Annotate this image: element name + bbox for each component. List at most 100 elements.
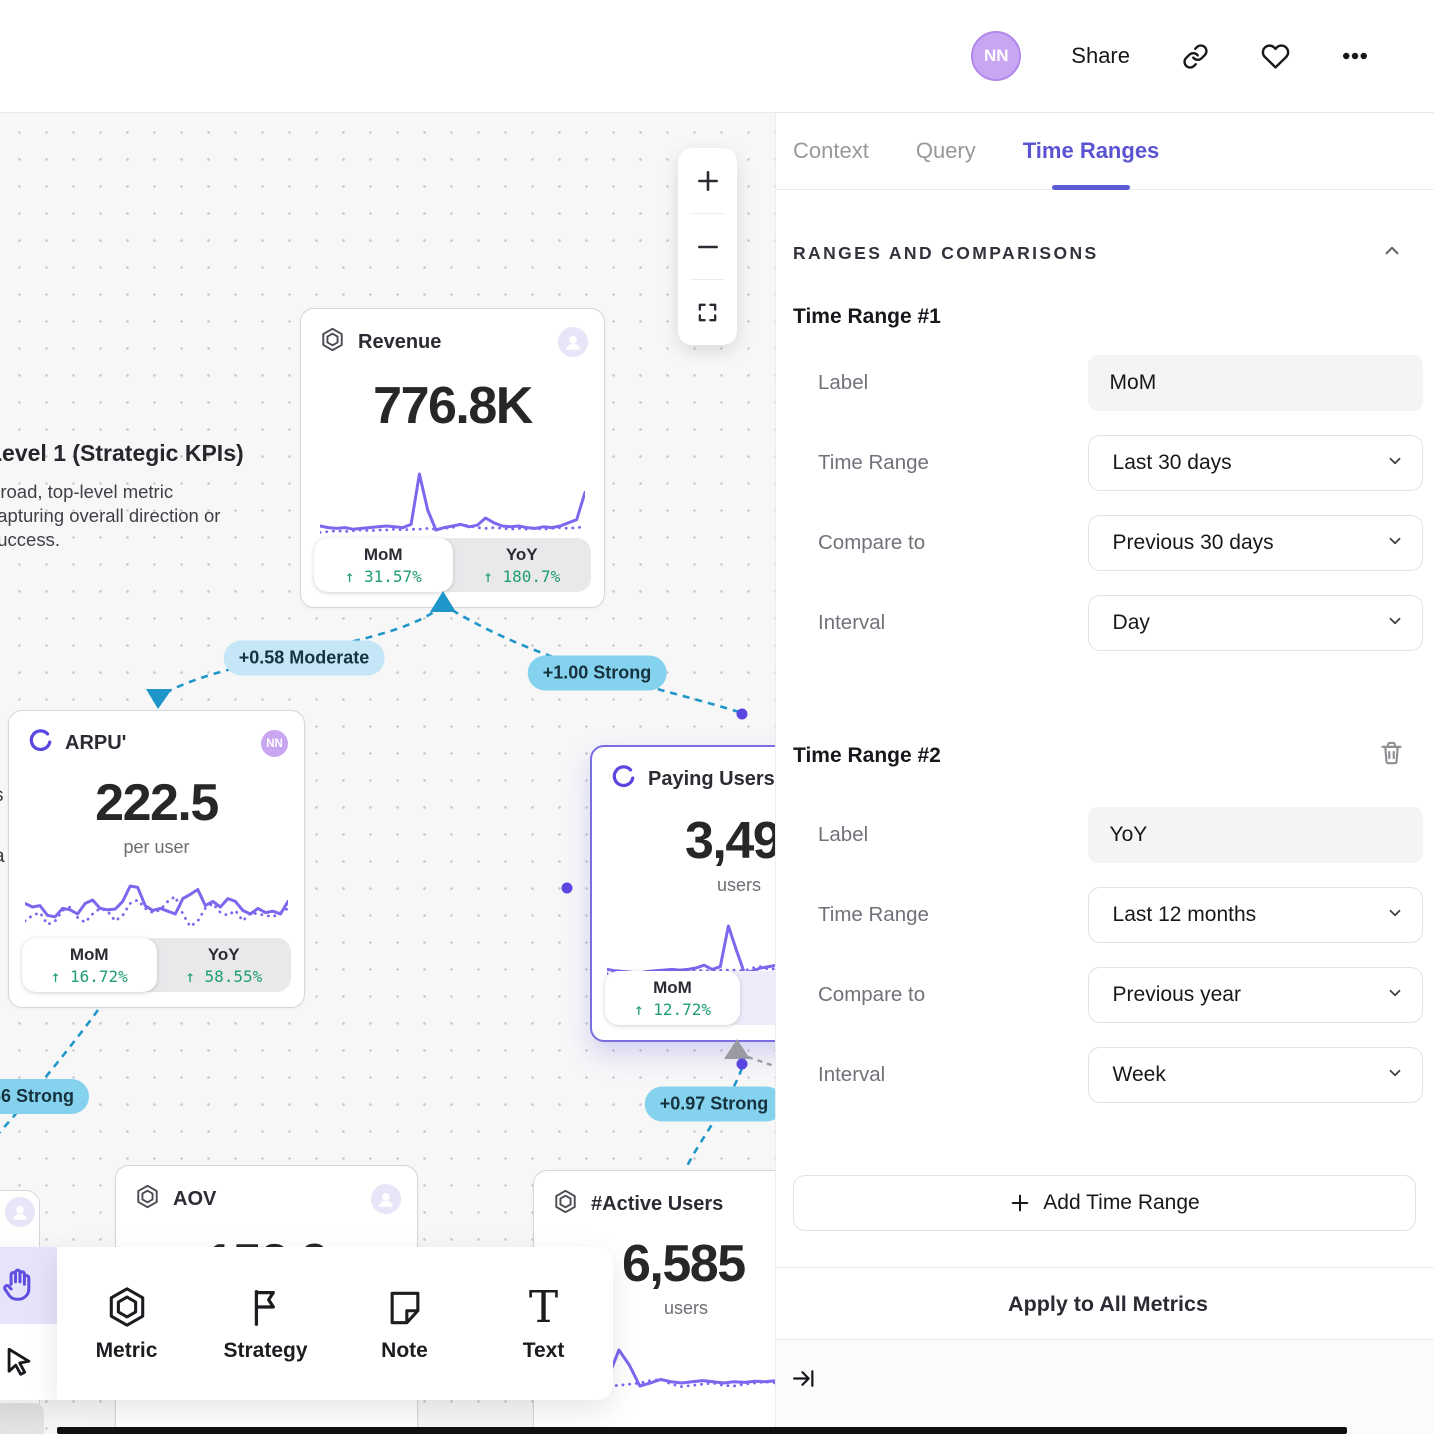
time-range-select[interactable]: Last 30 days bbox=[1087, 435, 1423, 491]
chevron-down-icon bbox=[1386, 984, 1404, 1007]
metric-card-paying-users[interactable]: Paying Users' 3,49 users MoM ↑ 12.72% bbox=[590, 745, 775, 1042]
tool-text[interactable]: T Text bbox=[522, 1282, 565, 1363]
label-row: Label bbox=[793, 807, 1423, 863]
yoy-change: ↑ 180.7% bbox=[483, 566, 561, 586]
metric-card-arpu[interactable]: ARPU' NN 222.5 per user MoM ↑ 16.72% YoY… bbox=[8, 710, 305, 1008]
chevron-up-icon[interactable] bbox=[1381, 240, 1403, 267]
divider bbox=[776, 1267, 1434, 1268]
apply-to-all-metrics-button[interactable]: Apply to All Metrics bbox=[1008, 1292, 1208, 1316]
active-tab-indicator bbox=[1052, 185, 1131, 190]
clipped-text-fragment: s bbox=[0, 785, 4, 807]
mom-change: ↑ 16.72% bbox=[50, 966, 128, 986]
user-avatar[interactable]: NN bbox=[971, 31, 1022, 81]
card-title: Revenue bbox=[358, 330, 442, 353]
owner-avatar-icon bbox=[558, 327, 588, 357]
tool-strategy[interactable]: Strategy bbox=[196, 1247, 335, 1400]
select-cursor-tool[interactable] bbox=[0, 1324, 57, 1401]
compare-to-row: Compare to Previous year bbox=[793, 967, 1423, 1023]
interval-select[interactable]: Day bbox=[1087, 595, 1423, 651]
clipped-text-fragment: a bbox=[0, 846, 5, 868]
chevron-down-icon bbox=[1386, 532, 1404, 555]
metric-hexagon-icon bbox=[319, 326, 346, 358]
panel-footer bbox=[776, 1340, 1434, 1434]
interval-select[interactable]: Week bbox=[1087, 1047, 1423, 1103]
label-row: Label bbox=[793, 355, 1423, 411]
ranges-section-header[interactable]: RANGES AND COMPARISONS bbox=[793, 240, 1423, 267]
correlation-badge: +0.97 Strong bbox=[644, 1086, 775, 1122]
zoom-controls bbox=[678, 148, 737, 345]
divider bbox=[776, 1339, 1434, 1340]
label-input[interactable] bbox=[1087, 807, 1423, 863]
compare-to-select[interactable]: Previous year bbox=[1087, 967, 1423, 1023]
metric-unit: users bbox=[717, 875, 762, 895]
level-annotation: Level 1 (Strategic KPIs) Broad, top-leve… bbox=[0, 440, 248, 552]
time-range-select[interactable]: Last 12 months bbox=[1087, 887, 1423, 943]
metric-unit: per user bbox=[123, 837, 190, 857]
chevron-down-icon bbox=[1386, 452, 1404, 475]
timerange-toggle: MoM ↑ 12.72% bbox=[605, 971, 775, 1025]
loading-spinner-icon bbox=[27, 728, 53, 759]
zoom-in-button[interactable] bbox=[678, 148, 737, 213]
label-input[interactable] bbox=[1087, 355, 1423, 411]
timerange-yoy-tab[interactable] bbox=[740, 971, 775, 1025]
tool-note[interactable]: Note bbox=[335, 1247, 474, 1400]
favorite-heart-icon[interactable] bbox=[1260, 41, 1290, 71]
tab-query[interactable]: Query bbox=[915, 138, 976, 163]
share-button[interactable]: Share bbox=[1071, 43, 1130, 68]
mom-change: ↑ 31.57% bbox=[344, 566, 422, 586]
tool-metric[interactable]: Metric bbox=[57, 1247, 196, 1400]
fit-to-screen-button[interactable] bbox=[678, 280, 737, 345]
metric-hexagon-icon bbox=[552, 1188, 579, 1220]
interval-row: Interval Day bbox=[793, 595, 1423, 651]
timerange-mom-tab[interactable]: MoM ↑ 16.72% bbox=[22, 938, 157, 992]
delete-trash-icon[interactable] bbox=[1378, 739, 1405, 772]
metric-hexagon-icon bbox=[134, 1183, 161, 1215]
metric-value: 222.5 bbox=[95, 774, 219, 832]
owner-avatar-icon bbox=[5, 1197, 35, 1227]
sparkline-chart bbox=[320, 472, 585, 534]
compare-to-select[interactable]: Previous 30 days bbox=[1087, 515, 1423, 571]
metric-tree-canvas[interactable]: Level 1 (Strategic KPIs) Broad, top-leve… bbox=[0, 113, 775, 1434]
time-range-row: Time Range Last 12 months bbox=[793, 887, 1423, 943]
settings-panel: Context Query Time Ranges RANGES AND COM… bbox=[775, 113, 1434, 1434]
tab-context[interactable]: Context bbox=[793, 138, 869, 163]
sparkline-chart bbox=[25, 884, 288, 929]
card-title: Paying Users' bbox=[648, 768, 775, 790]
interval-row: Interval Week bbox=[793, 1047, 1423, 1103]
canvas-tool-column bbox=[0, 1247, 57, 1400]
metric-value: 3,49 bbox=[685, 812, 775, 870]
more-options-icon[interactable] bbox=[1340, 41, 1370, 71]
collapse-panel-icon[interactable] bbox=[791, 1370, 816, 1395]
time-range-row: Time Range Last 30 days bbox=[793, 435, 1423, 491]
card-title: #Active Users bbox=[591, 1192, 724, 1215]
metric-value: 6,585 bbox=[622, 1235, 746, 1293]
correlation-badge: +0.58 Moderate bbox=[223, 640, 385, 676]
add-time-range-button[interactable]: Add Time Range bbox=[793, 1175, 1416, 1231]
annotation-title: Level 1 (Strategic KPIs) bbox=[0, 440, 244, 466]
metric-value: 776.8K bbox=[373, 377, 533, 435]
timerange-toggle: MoM ↑ 31.57% YoY ↑ 180.7% bbox=[314, 538, 591, 592]
timerange-toggle-partial bbox=[0, 1403, 44, 1434]
timerange-mom-tab[interactable]: MoM ↑ 12.72% bbox=[605, 971, 740, 1025]
time-range-1-heading: Time Range #1 bbox=[793, 305, 941, 328]
mom-change: ↑ 12.72% bbox=[633, 999, 712, 1019]
copy-link-icon[interactable] bbox=[1180, 41, 1210, 71]
timerange-yoy-tab[interactable]: YoY ↑ 180.7% bbox=[483, 544, 561, 586]
panel-body: RANGES AND COMPARISONS Time Range #1 Lab… bbox=[776, 190, 1434, 1434]
correlation-badge: +1.00 Strong bbox=[527, 655, 667, 691]
zoom-out-button[interactable] bbox=[678, 214, 737, 279]
tab-time-ranges[interactable]: Time Ranges bbox=[1023, 113, 1159, 190]
metric-card-revenue[interactable]: Revenue 776.8K MoM ↑ 31.57% YoY ↑ 180 bbox=[300, 308, 605, 608]
pan-hand-tool[interactable] bbox=[0, 1247, 57, 1324]
time-range-2-heading: Time Range #2 bbox=[793, 739, 1423, 772]
metric-hexagon-icon bbox=[104, 1284, 150, 1330]
owner-avatar-icon bbox=[371, 1184, 401, 1214]
text-icon: T bbox=[528, 1282, 559, 1333]
timerange-mom-tab[interactable]: MoM ↑ 31.57% bbox=[314, 538, 453, 592]
chevron-down-icon bbox=[1386, 1064, 1404, 1087]
timerange-yoy-tab[interactable]: YoY ↑ 58.55% bbox=[185, 944, 263, 986]
card-title: ARPU' bbox=[65, 732, 127, 754]
dock-edge bbox=[57, 1427, 1347, 1434]
